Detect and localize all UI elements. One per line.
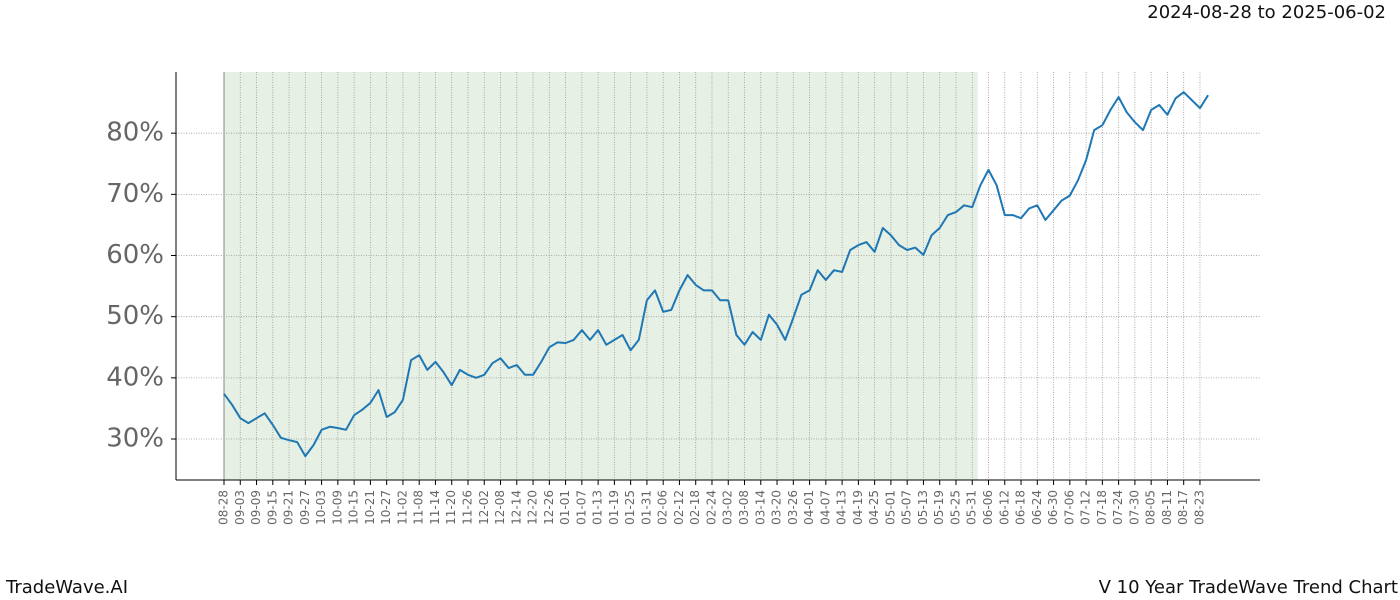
- x-tick-label: 08-17: [1176, 490, 1190, 525]
- x-tick-label: 06-30: [1046, 490, 1060, 525]
- x-tick-label: 03-14: [753, 490, 767, 525]
- footer-left: TradeWave.AI: [5, 577, 128, 598]
- x-tick-label: 04-01: [802, 490, 816, 525]
- x-tick-label: 10-03: [314, 490, 328, 525]
- x-tick-label: 06-18: [1014, 490, 1028, 525]
- x-tick-label: 06-24: [1030, 490, 1044, 525]
- x-tick-label: 12-08: [493, 490, 507, 525]
- x-tick-label: 10-27: [379, 490, 393, 525]
- x-tick-label: 12-14: [509, 490, 523, 525]
- x-tick-label: 10-21: [363, 490, 377, 525]
- x-tick-label: 11-20: [444, 490, 458, 525]
- x-tick-label: 07-30: [1127, 490, 1141, 525]
- x-tick-label: 05-31: [965, 490, 979, 525]
- x-tick-label: 02-12: [672, 490, 686, 525]
- x-tick-label: 07-06: [1062, 490, 1076, 525]
- x-tick-label: 11-14: [428, 490, 442, 525]
- x-tick-label: 12-26: [542, 490, 556, 525]
- y-tick-label: 50%: [106, 301, 164, 331]
- x-tick-label: 06-12: [997, 490, 1011, 525]
- trend-line: [223, 91, 1209, 458]
- x-tick-label: 09-21: [282, 490, 296, 525]
- y-tick-label: 80%: [106, 118, 164, 148]
- x-tick-label: 06-06: [981, 490, 995, 525]
- x-tick-label: 10-09: [330, 490, 344, 525]
- x-tick-label: 03-20: [770, 490, 784, 525]
- x-tick-label: 09-03: [233, 490, 247, 525]
- footer-right: V 10 Year TradeWave Trend Chart: [1099, 577, 1398, 598]
- y-tick-label: 60%: [106, 240, 164, 270]
- x-tick-label: 04-25: [867, 490, 881, 525]
- x-tick-label: 04-07: [818, 490, 832, 525]
- x-tick-label: 03-02: [721, 490, 735, 525]
- x-tick-label: 02-18: [688, 490, 702, 525]
- x-tick-label: 02-24: [704, 490, 718, 525]
- x-tick-label: 08-28: [217, 490, 231, 525]
- x-tick-label: 09-15: [265, 490, 279, 525]
- x-tick-label: 09-09: [249, 490, 263, 525]
- x-tick-label: 11-08: [412, 490, 426, 525]
- x-tick-label: 07-12: [1079, 490, 1093, 525]
- x-tick-label: 04-13: [835, 490, 849, 525]
- x-tick-label: 01-25: [623, 490, 637, 525]
- x-tick-label: 09-27: [298, 490, 312, 525]
- x-tick-label: 11-26: [460, 490, 474, 525]
- y-tick-label: 30%: [106, 424, 164, 454]
- x-tick-label: 04-19: [851, 490, 865, 525]
- x-tick-label: 08-23: [1192, 490, 1206, 525]
- x-tick-label: 07-18: [1095, 490, 1109, 525]
- y-tick-label: 70%: [106, 179, 164, 209]
- x-tick-label: 05-07: [900, 490, 914, 525]
- x-tick-label: 01-07: [574, 490, 588, 525]
- x-tick-label: 03-08: [737, 490, 751, 525]
- x-tick-label: 03-26: [786, 490, 800, 525]
- x-tick-label: 08-11: [1160, 490, 1174, 525]
- x-tick-label: 05-19: [932, 490, 946, 525]
- x-tick-label: 05-13: [916, 490, 930, 525]
- y-tick-label: 40%: [106, 362, 164, 392]
- x-tick-label: 02-06: [656, 490, 670, 525]
- x-tick-label: 01-31: [639, 490, 653, 525]
- x-tick-label: 05-25: [948, 490, 962, 525]
- x-tick-label: 01-19: [607, 490, 621, 525]
- x-tick-label: 07-24: [1111, 490, 1125, 525]
- x-tick-label: 10-15: [347, 490, 361, 525]
- x-tick-label: 12-20: [526, 490, 540, 525]
- x-tick-label: 01-01: [558, 490, 572, 525]
- x-tick-label: 11-02: [395, 490, 409, 525]
- x-tick-label: 08-05: [1144, 490, 1158, 525]
- shaded-region: [224, 72, 978, 480]
- x-tick-label: 12-02: [477, 490, 491, 525]
- x-tick-label: 05-01: [883, 490, 897, 525]
- x-tick-label: 01-13: [591, 490, 605, 525]
- chart-title: 2024-08-28 to 2025-06-02: [1147, 2, 1386, 23]
